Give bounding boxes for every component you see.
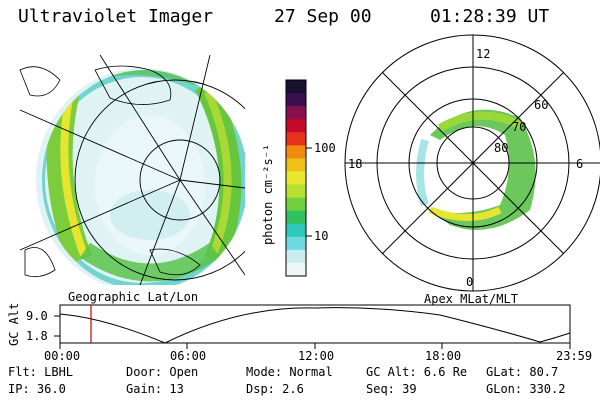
timeline-xtick-1: 06:00 xyxy=(170,349,207,363)
colorbar-segment xyxy=(286,171,306,186)
timeline-axis-label: GC Alt xyxy=(7,302,21,346)
mlat-label-60: 60 xyxy=(534,98,549,112)
time-label: 01:28:39 UT xyxy=(430,6,550,27)
colorbar-segment xyxy=(286,197,306,212)
mlt-panel-label: Apex MLat/MLT xyxy=(424,292,518,306)
colorbar-segment xyxy=(286,119,306,133)
info-door: Door: Open xyxy=(126,365,199,379)
info-filter: Flt: LBHL xyxy=(8,365,74,379)
colorbar-segment xyxy=(286,184,306,199)
colorbar-segment xyxy=(286,236,306,251)
date-label: 27 Sep 00 xyxy=(274,6,372,27)
colorbar-segment xyxy=(286,132,306,146)
mlat-label-70: 70 xyxy=(512,120,527,134)
timeline-xtick-3: 18:00 xyxy=(425,349,462,363)
gc-alt-curve xyxy=(59,307,571,344)
info-mode: Mode: Normal xyxy=(246,365,333,379)
info-gain: Gain: 13 xyxy=(126,382,184,396)
timeline-ytick-9: 9.0 xyxy=(26,309,48,323)
mlt-label-12: 12 xyxy=(476,47,491,61)
mlt-label-6: 6 xyxy=(576,157,584,171)
info-gc-alt: GC Alt: 6.6 Re xyxy=(366,365,468,379)
colorbar-segment xyxy=(286,249,306,264)
info-seq: Seq: 39 xyxy=(366,382,417,396)
colorbar-segment xyxy=(286,210,306,225)
mlt-label-0: 0 xyxy=(466,275,474,289)
timeline-xtick-0: 00:00 xyxy=(44,349,81,363)
instrument-title: Ultraviolet Imager xyxy=(18,6,214,27)
timeline-ytick-1-8: 1.8 xyxy=(26,329,48,343)
info-ip: IP: 36.0 xyxy=(8,382,66,396)
colorbar-segment xyxy=(286,106,306,120)
timeline-xtick-4: 23:59 xyxy=(556,349,593,363)
colorbar-tick-10: 10 xyxy=(314,229,329,243)
timeline-xtick-2: 12:00 xyxy=(298,349,335,363)
mlat-label-80: 80 xyxy=(494,141,509,155)
colorbar-tick-100: 100 xyxy=(314,141,336,155)
info-glat: GLat: 80.7 xyxy=(486,365,559,379)
mlt-label-18: 18 xyxy=(348,157,363,171)
colorbar-segment xyxy=(286,80,306,94)
colorbar-segment xyxy=(286,145,306,159)
colorbar-segment xyxy=(286,93,306,107)
info-glon: GLon: 330.2 xyxy=(486,382,566,396)
colorbar-segment xyxy=(286,262,306,277)
colorbar-segment xyxy=(286,158,306,172)
geo-panel-label: Geographic Lat/Lon xyxy=(68,290,199,304)
info-dsp: Dsp: 2.6 xyxy=(246,382,304,396)
colorbar-segment xyxy=(286,223,306,238)
